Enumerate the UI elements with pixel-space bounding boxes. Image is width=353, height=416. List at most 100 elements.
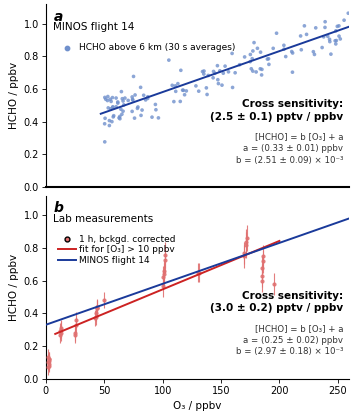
Point — [130, 97, 136, 104]
Point — [337, 36, 343, 42]
Point — [119, 111, 125, 118]
Point — [334, 23, 340, 30]
Point — [116, 114, 122, 121]
Point — [108, 98, 114, 105]
Point — [131, 73, 136, 80]
Point — [152, 101, 158, 108]
Point — [321, 34, 327, 40]
Point — [120, 108, 126, 114]
Point — [249, 55, 255, 62]
Point — [327, 38, 333, 45]
Point — [122, 95, 128, 102]
Point — [169, 82, 175, 89]
Point — [104, 97, 110, 104]
Point — [274, 30, 279, 37]
Point — [289, 69, 295, 76]
Text: a: a — [54, 10, 63, 24]
Point — [115, 99, 121, 105]
Point — [216, 80, 221, 87]
Point — [312, 51, 317, 58]
Point — [290, 50, 295, 56]
Point — [109, 118, 115, 125]
Point — [106, 104, 111, 111]
Point — [117, 113, 123, 120]
Point — [322, 18, 328, 25]
Point — [135, 104, 141, 110]
Legend: 1 h, bckgd. corrected, fit for [O₃] > 10 ppbv, MINOS flight 14: 1 h, bckgd. corrected, fit for [O₃] > 10… — [58, 235, 175, 265]
Point — [346, 10, 351, 17]
Point — [311, 48, 316, 55]
Point — [120, 98, 126, 104]
Point — [247, 58, 253, 65]
Point — [217, 67, 223, 74]
Point — [130, 96, 135, 103]
Point — [117, 115, 123, 122]
Point — [334, 37, 339, 44]
Point — [134, 105, 140, 111]
Point — [325, 33, 330, 40]
Point — [115, 100, 121, 106]
Point — [313, 25, 318, 31]
Point — [259, 72, 264, 78]
Point — [166, 57, 172, 64]
Point — [222, 63, 228, 69]
Point — [110, 104, 115, 111]
Point — [153, 106, 159, 113]
Point — [332, 37, 338, 44]
Point — [328, 51, 334, 57]
Point — [333, 41, 339, 47]
Point — [319, 44, 325, 51]
Point — [184, 88, 189, 94]
Point — [110, 114, 116, 120]
Point — [232, 69, 238, 76]
Point — [259, 66, 265, 73]
Point — [145, 95, 151, 102]
Point — [178, 98, 183, 105]
Point — [129, 108, 135, 115]
Point — [205, 72, 211, 79]
Point — [264, 56, 270, 62]
Point — [107, 122, 112, 129]
Point — [143, 97, 149, 103]
Point — [289, 48, 294, 55]
Point — [103, 96, 108, 102]
Point — [125, 97, 131, 104]
Point — [138, 84, 143, 91]
Point — [121, 102, 127, 108]
Point — [299, 47, 304, 53]
Point — [270, 45, 276, 52]
Point — [182, 92, 187, 98]
Point — [175, 80, 181, 87]
Point — [108, 106, 113, 112]
Point — [102, 121, 107, 127]
Point — [283, 53, 288, 60]
Point — [193, 82, 199, 89]
Point — [201, 68, 207, 74]
Point — [173, 82, 178, 89]
Point — [132, 92, 138, 98]
Point — [138, 112, 144, 119]
Point — [132, 115, 137, 121]
Point — [221, 70, 226, 77]
Text: Cross sensitivity:
(2.5 ± 0.1) pptv / ppbv: Cross sensitivity: (2.5 ± 0.1) pptv / pp… — [210, 99, 343, 121]
Point — [118, 106, 124, 113]
Text: [HCHO] = b [O₃] + a
a = (0.33 ± 0.01) ppbv
b = (2.51 ± 0.09) × 10⁻³: [HCHO] = b [O₃] + a a = (0.33 ± 0.01) pp… — [236, 132, 343, 165]
Point — [200, 68, 205, 75]
Text: Cross sensitivity:
(3.0 ± 0.2) pptv / ppbv: Cross sensitivity: (3.0 ± 0.2) pptv / pp… — [210, 291, 343, 313]
Point — [204, 84, 209, 91]
Point — [301, 22, 307, 29]
Text: b: b — [54, 201, 63, 215]
Point — [298, 32, 304, 39]
Point — [178, 67, 184, 74]
Point — [149, 114, 155, 121]
Text: Lab measurements: Lab measurements — [54, 214, 154, 224]
Point — [113, 95, 119, 102]
Point — [219, 82, 225, 89]
Point — [229, 50, 235, 57]
Point — [226, 69, 231, 75]
Point — [242, 54, 247, 60]
Point — [156, 114, 161, 121]
Point — [281, 42, 287, 49]
Point — [119, 95, 125, 102]
Point — [212, 70, 218, 77]
